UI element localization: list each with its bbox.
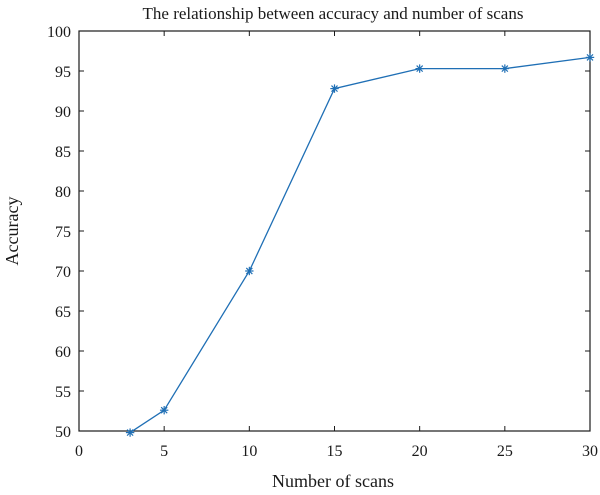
data-point <box>159 406 169 415</box>
x-tick-label: 25 <box>497 443 513 460</box>
series-layer <box>125 53 595 437</box>
data-point <box>330 84 339 93</box>
series-line <box>129 56 591 434</box>
y-tick-label: 55 <box>55 384 71 401</box>
y-tick-label: 90 <box>55 104 71 121</box>
data-point <box>500 64 510 73</box>
data-point <box>585 53 595 62</box>
data-point <box>245 266 254 276</box>
x-tick-label: 0 <box>75 443 83 460</box>
y-tick-label: 65 <box>55 304 71 321</box>
axes: 0 5 10 15 20 25 30 50 55 60 65 70 75 80 85 90 95 100 <box>47 24 598 460</box>
x-axis-label: Number of scans <box>272 471 394 491</box>
y-axis-label: Accuracy <box>2 197 22 266</box>
x-tick-label: 10 <box>241 443 257 460</box>
y-tick-label: 80 <box>55 184 71 201</box>
x-tick-label: 30 <box>582 443 598 460</box>
data-point <box>125 428 135 437</box>
y-tick-label: 75 <box>55 224 71 241</box>
chart-title: The relationship between accuracy and nu… <box>143 4 524 23</box>
x-tick-label: 5 <box>160 443 168 460</box>
y-tick-label: 70 <box>55 264 71 281</box>
y-tick-label: 95 <box>55 64 71 81</box>
x-tick-label: 15 <box>327 443 343 460</box>
y-tick-label: 50 <box>55 424 71 441</box>
y-tick-label: 100 <box>47 24 71 41</box>
y-tick-label: 85 <box>55 144 71 161</box>
y-tick-label: 60 <box>55 344 71 361</box>
data-point <box>415 64 424 73</box>
x-tick-label: 20 <box>412 443 428 460</box>
